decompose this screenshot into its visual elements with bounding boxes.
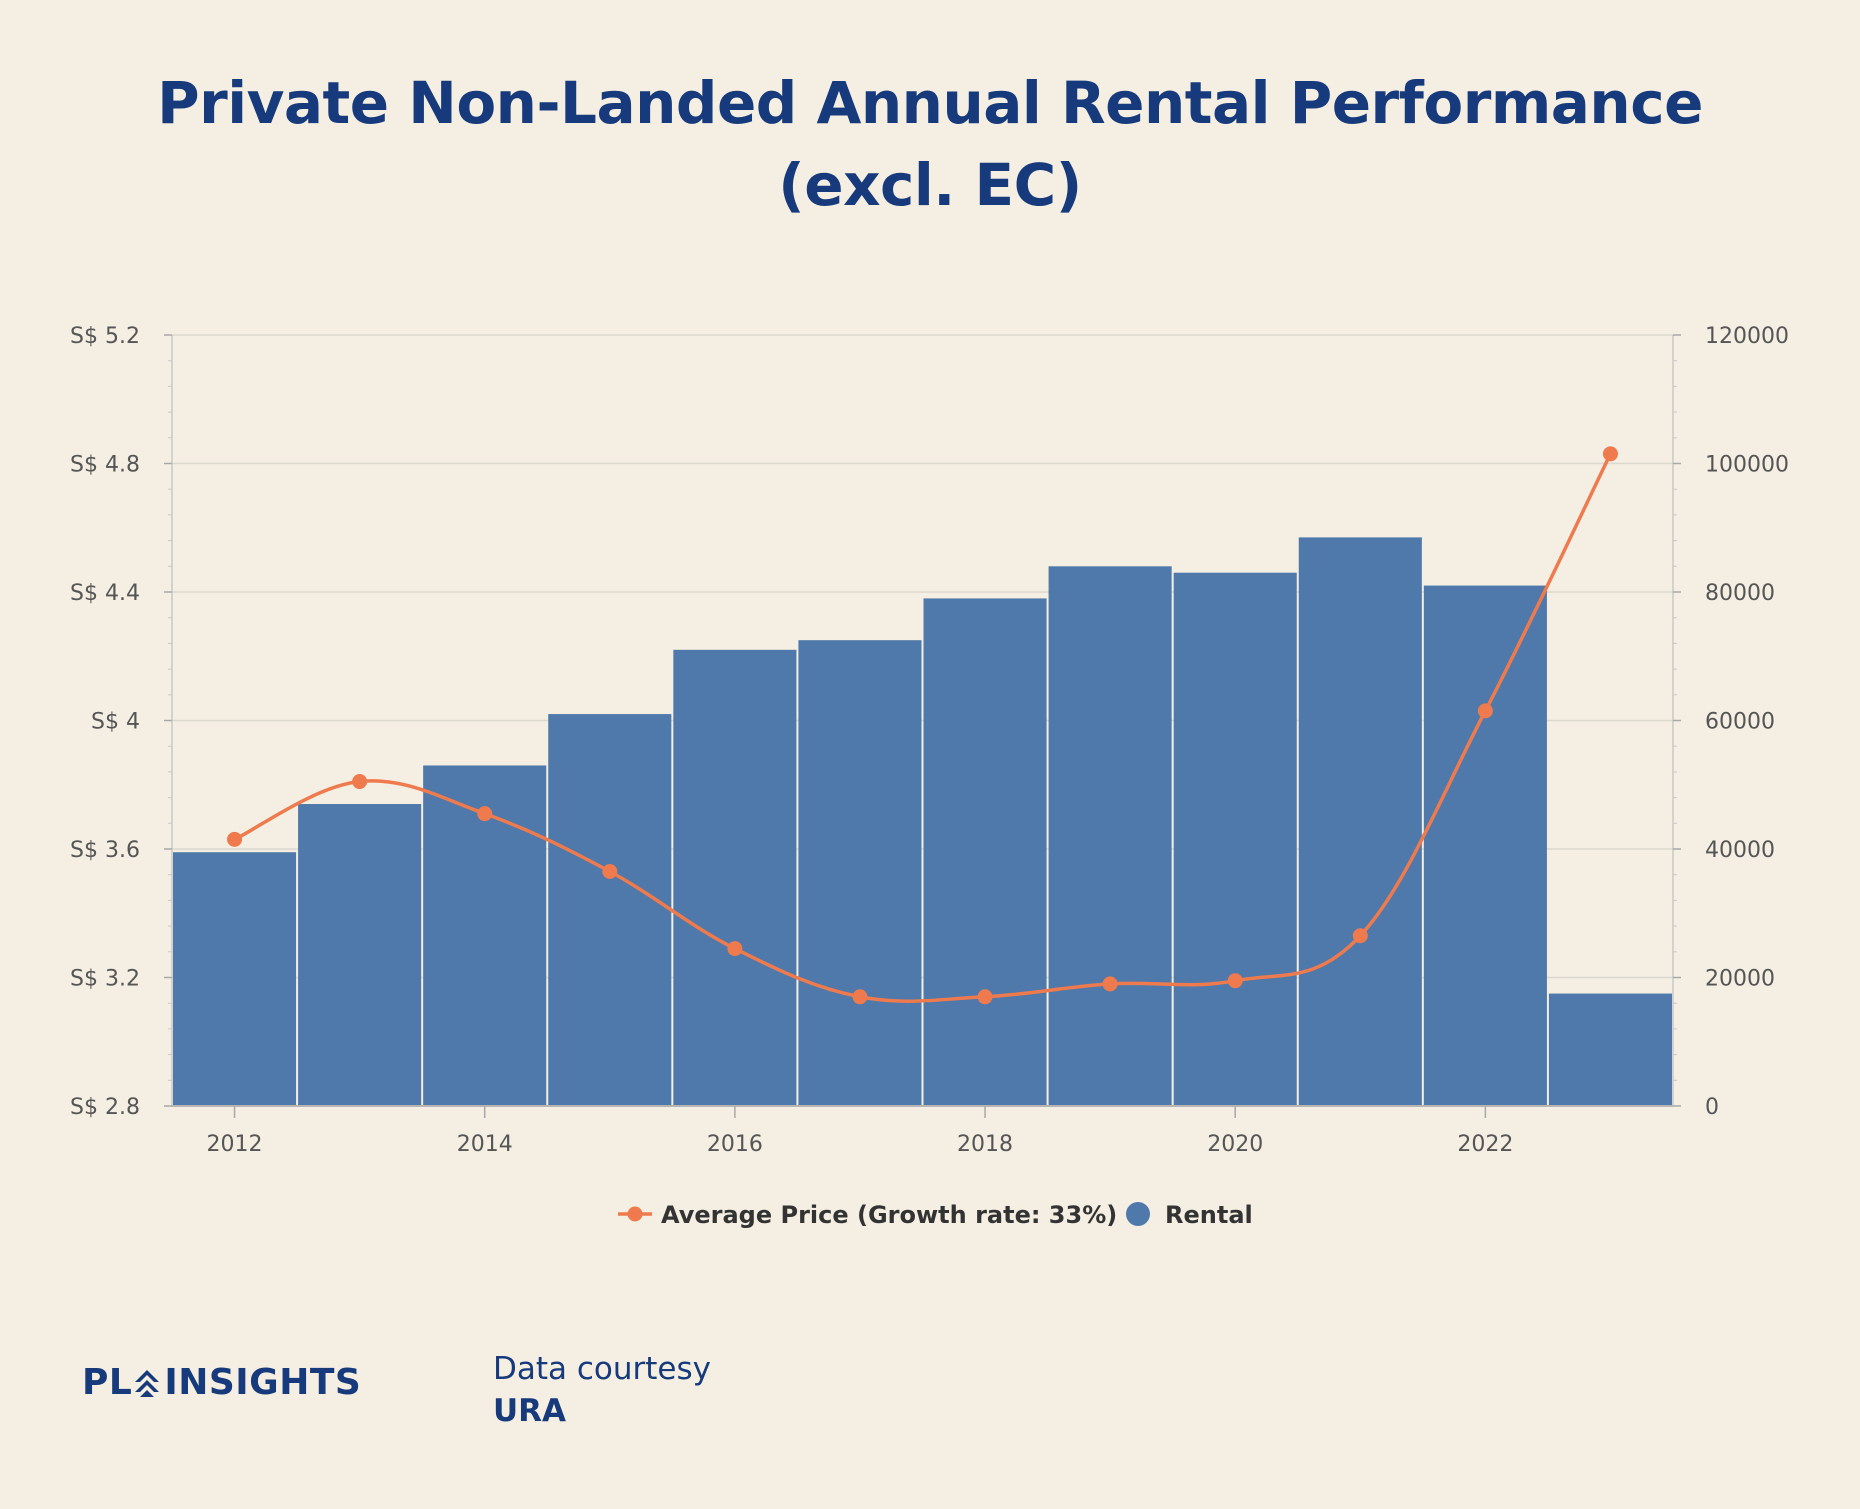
y-right-tick-label: 100000 <box>1705 453 1789 478</box>
y-right-tick-label: 40000 <box>1705 838 1775 863</box>
x-tick-label: 2012 <box>207 1132 263 1157</box>
bar-2014 <box>423 765 547 1106</box>
bar-2012 <box>173 852 297 1106</box>
data-courtesy: Data courtesy URA <box>493 1348 711 1432</box>
bar-2020 <box>1173 572 1297 1106</box>
courtesy-label: Data courtesy <box>493 1351 711 1387</box>
average-price-point-2017 <box>852 989 868 1005</box>
x-tick-label: 2018 <box>957 1132 1013 1157</box>
y-left-tick-label: S$ 4 <box>91 710 140 735</box>
average-price-point-2018 <box>977 989 993 1005</box>
average-price-point-2022 <box>1477 703 1493 719</box>
chart-title-line-1: Private Non-Landed Annual Rental Perform… <box>157 69 1703 137</box>
average-price-point-2016 <box>727 941 743 957</box>
y-right-tick-label: 80000 <box>1705 581 1775 606</box>
average-price-point-2021 <box>1352 928 1368 944</box>
y-right-tick-label: 20000 <box>1705 967 1775 992</box>
legend-bar-marker <box>1126 1202 1150 1226</box>
x-tick-label: 2016 <box>707 1132 763 1157</box>
bar-2018 <box>923 598 1047 1106</box>
logo-chevron-icon <box>135 1369 160 1397</box>
pl-insights-logo: PL INSIGHTS <box>82 1362 361 1403</box>
y-left-tick-label: S$ 5.2 <box>70 324 140 349</box>
average-price-point-2020 <box>1227 973 1243 989</box>
average-price-point-2015 <box>602 863 618 879</box>
courtesy-source: URA <box>493 1393 567 1429</box>
logo-prefix: PL <box>82 1362 133 1403</box>
y-right-tick-label: 60000 <box>1705 710 1775 735</box>
bar-2015 <box>548 714 672 1106</box>
chart-title: Private Non-Landed Annual Rental Perform… <box>0 62 1860 226</box>
bar-2023 <box>1548 993 1672 1106</box>
average-price-point-2019 <box>1102 976 1118 992</box>
y-left-tick-label: S$ 3.6 <box>70 838 140 863</box>
average-price-point-2012 <box>227 831 243 847</box>
y-left-tick-label: S$ 4.8 <box>70 453 140 478</box>
y-left-tick-label: S$ 3.2 <box>70 967 140 992</box>
legend-bar-label: Rental <box>1165 1201 1253 1229</box>
average-price-point-2014 <box>477 806 493 822</box>
legend-line-marker <box>627 1206 643 1222</box>
legend-line-label: Average Price (Growth rate: 33%) <box>661 1201 1117 1229</box>
bar-2013 <box>298 804 422 1106</box>
x-tick-label: 2020 <box>1207 1132 1263 1157</box>
x-tick-label: 2014 <box>457 1132 513 1157</box>
average-price-point-2013 <box>352 774 368 790</box>
y-right-tick-label: 0 <box>1705 1095 1719 1120</box>
bar-2021 <box>1298 537 1422 1106</box>
logo-suffix: INSIGHTS <box>164 1362 362 1403</box>
chart-title-line-2: (excl. EC) <box>778 151 1082 219</box>
bar-2016 <box>673 649 797 1106</box>
bar-2017 <box>798 640 922 1106</box>
x-tick-label: 2022 <box>1457 1132 1513 1157</box>
bar-2019 <box>1048 566 1172 1106</box>
y-left-tick-label: S$ 4.4 <box>70 581 140 606</box>
y-left-tick-label: S$ 2.8 <box>70 1095 140 1120</box>
y-right-tick-label: 120000 <box>1705 324 1789 349</box>
bar-2022 <box>1423 585 1547 1106</box>
average-price-point-2023 <box>1602 446 1618 462</box>
